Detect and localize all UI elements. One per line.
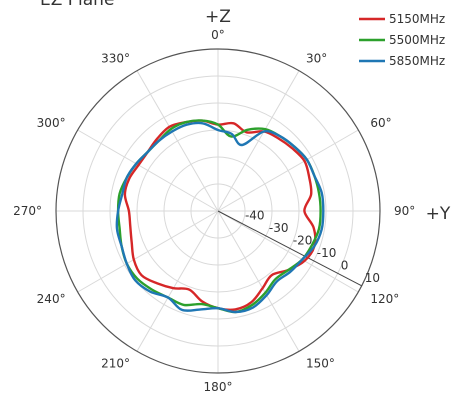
radial-tick-label: -40 bbox=[245, 208, 265, 222]
angle-tick-label: 270° bbox=[13, 204, 42, 218]
angular-gridline bbox=[217, 210, 359, 293]
radial-tick-labels: -40 -30 -20 -10 0 10 bbox=[245, 208, 380, 284]
angle-tick-label: 90° bbox=[394, 204, 415, 218]
angular-gridline bbox=[217, 210, 300, 352]
angle-tick-labels: 0° 30° 60° 90° 120° 150° 180° 210° 240° 270° 300° 3… bbox=[13, 28, 415, 394]
angular-gridline bbox=[136, 210, 219, 352]
angle-tick-label: 240° bbox=[37, 292, 66, 306]
axis-label-right: +Y bbox=[426, 204, 451, 224]
angle-tick-label: 180° bbox=[204, 380, 233, 394]
angle-tick-label: 210° bbox=[101, 356, 130, 370]
radial-tick-label: -10 bbox=[317, 246, 337, 260]
angle-tick-label: 120° bbox=[370, 292, 399, 306]
legend-label: 5850MHz bbox=[389, 54, 445, 68]
radial-axis-line bbox=[217, 210, 362, 287]
angle-tick-label: 330° bbox=[101, 52, 130, 66]
axis-label-top: +Z bbox=[205, 7, 231, 27]
angular-gridline bbox=[217, 129, 359, 212]
angular-gridline bbox=[217, 70, 300, 212]
angle-tick-label: 30° bbox=[306, 52, 327, 66]
angular-gridline bbox=[77, 210, 219, 293]
legend-label: 5500MHz bbox=[389, 33, 445, 47]
angle-tick-label: 0° bbox=[211, 28, 225, 42]
angular-gridline bbox=[77, 129, 219, 212]
radial-tick-label: 10 bbox=[365, 271, 380, 285]
radial-tick-label: 0 bbox=[341, 258, 349, 272]
outer-ring bbox=[55, 48, 381, 374]
angular-gridlines bbox=[56, 49, 380, 373]
radial-axis bbox=[217, 210, 362, 287]
angle-tick-label: 150° bbox=[306, 356, 335, 370]
chart-title: EZ Plane bbox=[40, 0, 114, 10]
angular-gridline bbox=[136, 70, 219, 212]
outer-ring-circle bbox=[55, 48, 381, 374]
radial-tick-label: -30 bbox=[269, 221, 289, 235]
legend: 5150MHz 5500MHz 5850MHz bbox=[359, 12, 445, 68]
radial-tick-label: -20 bbox=[293, 233, 313, 247]
legend-label: 5150MHz bbox=[389, 12, 445, 26]
angle-tick-label: 60° bbox=[370, 116, 391, 130]
series-lines bbox=[115, 119, 325, 314]
angle-tick-label: 300° bbox=[37, 116, 66, 130]
series-line-5850MHz bbox=[115, 121, 325, 314]
